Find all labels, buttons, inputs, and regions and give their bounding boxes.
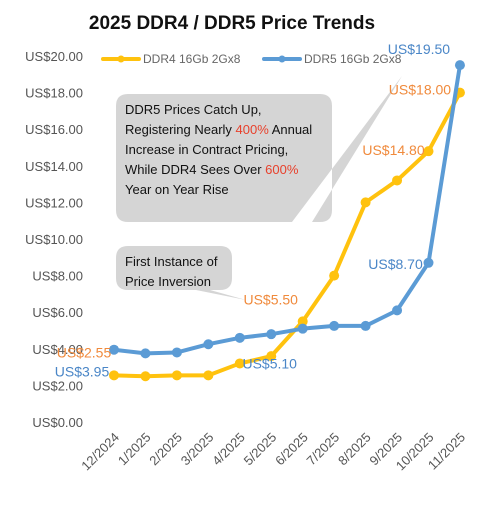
data-point-ddr5 [454,60,465,71]
data-point-ddr5 [329,320,340,331]
data-label: US$3.95 [55,364,110,380]
data-label: US$5.10 [242,356,297,372]
annotation-catch-up-line: DDR5 Prices Catch Up, [125,102,262,117]
y-tick-label: US$8.00 [32,269,83,284]
data-point-ddr5 [266,329,277,340]
data-point-ddr4 [140,371,151,382]
x-tick-label: 1/2025 [115,430,154,469]
y-tick-label: US$16.00 [25,122,83,137]
y-tick-label: US$12.00 [25,195,83,210]
legend-label: DDR5 16Gb 2Gx8 [304,52,402,66]
annotation-inversion-text-run: Price Inversion [125,274,211,289]
x-tick-label: 7/2025 [304,430,343,469]
x-tick-label: 5/2025 [241,430,280,469]
data-label: US$19.50 [388,41,450,57]
data-point-ddr5 [140,348,151,359]
legend-marker [117,55,125,63]
annotation-catch-up-line: Increase in Contract Pricing, [125,142,288,157]
annotation-catch-up-text-run: Annual [269,122,312,137]
x-tick-label: 2/2025 [146,430,185,469]
data-point-ddr4 [392,175,403,186]
x-tick-label: 4/2025 [209,430,248,469]
data-point-ddr4 [109,370,119,381]
data-point-ddr5 [171,347,182,358]
data-point-ddr5 [392,305,403,316]
data-label: US$5.50 [243,291,298,307]
annotation-inversion-bubble [116,246,246,300]
data-point-ddr5 [203,339,214,350]
annotation-catch-up-text-run: 400% [236,122,270,137]
data-point-ddr4 [171,370,182,381]
data-label: US$14.80 [362,142,424,158]
annotation-inversion-line: First Instance of [125,254,218,269]
annotation-catch-up-text-run: DDR5 Prices Catch Up, [125,102,262,117]
annotation-catch-up-text-run: Registering Nearly [125,122,236,137]
y-tick-label: US$20.00 [25,49,83,64]
y-tick-label: US$0.00 [32,415,83,430]
data-point-ddr4 [203,370,214,381]
y-tick-label: US$18.00 [25,86,83,101]
data-point-ddr5 [109,344,119,355]
legend-label: DDR4 16Gb 2Gx8 [143,52,241,66]
annotation-catch-up-line: Year on Year Rise [125,182,229,197]
y-tick-label: US$14.00 [25,159,83,174]
y-tick-label: US$4.00 [32,342,83,357]
series-line-ddr5 [112,63,462,356]
data-point-ddr5 [360,320,371,331]
series-line-ddr4 [112,90,462,379]
data-point-ddr4 [297,316,308,327]
data-point-ddr4 [234,358,245,369]
x-tick-label: 8/2025 [335,430,374,469]
chart-title: 2025 DDR4 / DDR5 Price Trends [89,13,375,34]
y-tick-label: US$2.00 [32,378,83,393]
annotation-catch-up-text-run: Increase in Contract Pricing, [125,142,288,157]
legend-marker [278,55,286,63]
annotation-catch-up-text-run: While DDR4 Sees Over [125,162,265,177]
data-point-ddr5 [297,323,308,334]
data-label: US$18.00 [389,82,451,98]
data-point-ddr5 [423,257,434,268]
data-point-ddr4 [329,270,340,281]
annotation-catch-up-line: While DDR4 Sees Over 600% [125,162,299,177]
data-point-ddr4 [360,197,371,208]
data-point-ddr5 [234,332,245,343]
x-tick-label: 6/2025 [272,430,311,469]
annotation-catch-up-line: Registering Nearly 400% Annual [125,122,312,137]
annotation-catch-up-text-run: 600% [265,162,299,177]
data-label: US$8.70 [368,256,423,272]
data-point-ddr4 [266,351,277,362]
annotation-catch-up-bubble [116,76,402,222]
annotation-inversion-line: Price Inversion [125,274,211,289]
y-tick-label: US$10.00 [25,232,83,247]
annotation-catch-up-text-run: Year on Year Rise [125,182,229,197]
annotation-inversion-text-run: First Instance of [125,254,218,269]
x-tick-label: 12/2024 [78,430,122,474]
x-tick-label: 3/2025 [178,430,217,469]
y-tick-label: US$6.00 [32,305,83,320]
data-point-ddr4 [423,146,434,157]
data-label: US$2.55 [57,344,112,360]
